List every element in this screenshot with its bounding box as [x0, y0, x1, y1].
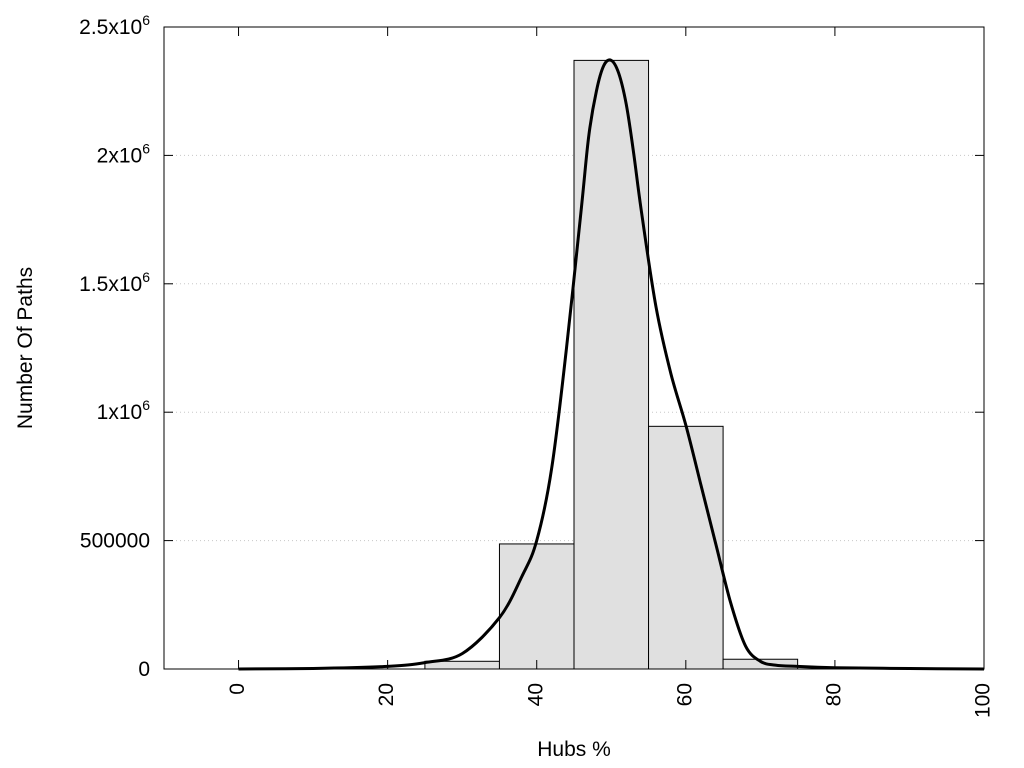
- y-tick-label: 2x106: [97, 140, 151, 167]
- y-tick-label: 500000: [80, 530, 150, 553]
- x-tick-label: 100: [972, 683, 995, 718]
- x-tick-label: 60: [673, 683, 696, 706]
- histogram-bar: [498, 543, 575, 670]
- x-axis-title: Hubs %: [537, 738, 611, 761]
- y-tick-label: 0: [138, 658, 150, 681]
- x-tick-label: 80: [822, 683, 845, 706]
- plot-frame: [163, 26, 985, 670]
- grid-lines: [164, 154, 984, 542]
- x-tick-label: 40: [524, 683, 547, 706]
- x-tick-label: 0: [226, 683, 249, 695]
- y-tick-label: 2.5x106: [79, 12, 150, 39]
- y-axis-title: Number Of Paths: [14, 267, 37, 429]
- y-tick-label: 1x106: [97, 397, 151, 424]
- fit-curve: [238, 58, 985, 671]
- tick-labels: 0 20 40 60 80 100 0 500000 1x106 1.5x106 2x106 2.5x…: [79, 12, 994, 718]
- fit-curve-layer: [238, 58, 985, 671]
- y-tick-label: 1.5x106: [79, 269, 150, 296]
- histogram-bars: [424, 59, 799, 670]
- histogram-bar: [573, 59, 650, 670]
- axis-ticks: [164, 26, 985, 670]
- histogram-bar: [648, 425, 724, 670]
- x-tick-label: 20: [375, 683, 398, 706]
